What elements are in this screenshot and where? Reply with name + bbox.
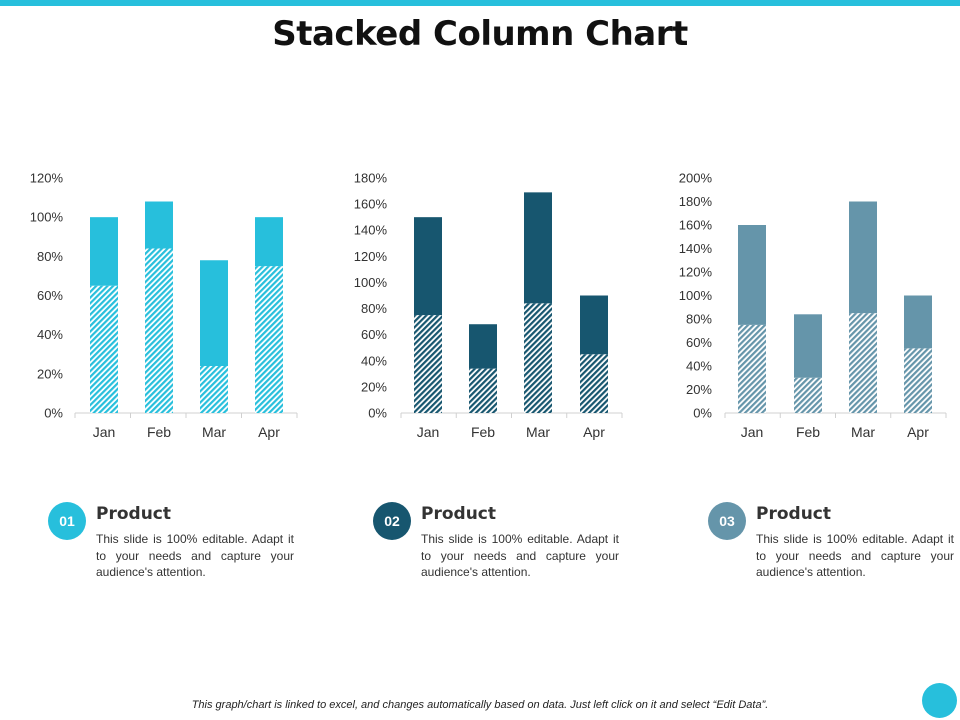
x-category-label: Jan [741,424,764,440]
product-title-3: Product [756,504,831,524]
x-category-label: Feb [471,424,495,440]
bar-mar-segment-2[interactable] [200,260,228,366]
product-badge-2: 02 [373,502,411,540]
y-tick-label: 20% [686,382,712,397]
y-tick-label: 40% [37,327,63,342]
bar-feb-segment-1[interactable] [794,377,822,413]
bar-jan-segment-1[interactable] [90,285,118,413]
bar-apr-segment-1[interactable] [580,354,608,413]
x-category-label: Mar [526,424,550,440]
y-tick-label: 0% [368,406,387,421]
y-tick-label: 160% [354,197,388,212]
bar-jan-segment-2[interactable] [738,225,766,325]
bar-mar-segment-1[interactable] [524,303,552,413]
y-tick-label: 80% [37,249,63,264]
bar-feb-segment-1[interactable] [469,368,497,413]
bar-feb-segment-2[interactable] [145,201,173,249]
y-tick-label: 20% [361,379,387,394]
bar-mar-segment-1[interactable] [200,366,228,413]
bar-jan-segment-2[interactable] [414,217,442,316]
bar-jan-segment-1[interactable] [414,315,442,413]
bar-jan-segment-1[interactable] [738,324,766,413]
stacked-column-chart-1[interactable]: 0% 20% 40% 60% 80% 100% 120% Jan Feb Mar Apr [0,160,310,450]
y-tick-label: 120% [30,171,64,186]
footnote: This graph/chart is linked to excel, and… [191,699,769,711]
bar-apr-segment-2[interactable] [255,217,283,267]
x-category-label: Apr [258,424,280,440]
stacked-column-chart-2[interactable]: 0% 20% 40% 60% 80% 100% 120% 140% 160% 180% Jan Feb… [320,160,630,450]
x-category-label: Mar [851,424,875,440]
y-tick-label: 120% [679,265,713,280]
x-category-label: Jan [93,424,116,440]
bar-mar-segment-1[interactable] [849,313,877,413]
product-title-2: Product [421,504,496,524]
product-description-2: This slide is 100% editable. Adapt it to… [421,532,619,579]
x-category-label: Jan [417,424,440,440]
y-tick-label: 80% [686,312,712,327]
bar-apr-segment-2[interactable] [904,295,932,349]
bar-feb-segment-2[interactable] [794,314,822,378]
product-badge-1: 01 [48,502,86,540]
y-tick-label: 120% [354,249,388,264]
y-tick-label: 0% [44,406,63,421]
y-tick-label: 160% [679,218,713,233]
y-tick-label: 40% [361,353,387,368]
bar-mar-segment-2[interactable] [849,201,877,314]
product-description-1: This slide is 100% editable. Adapt it to… [96,532,294,579]
product-description-3: This slide is 100% editable. Adapt it to… [756,532,954,579]
y-tick-label: 60% [686,335,712,350]
top-accent-bar [0,0,960,6]
y-tick-label: 20% [37,366,63,381]
bar-apr-segment-1[interactable] [904,348,932,413]
x-category-label: Mar [202,424,226,440]
stacked-column-chart-3[interactable]: 0% 20% 40% 60% 80% 100% 120% 140% 160% 180% 200% Ja… [640,160,960,450]
x-category-label: Apr [583,424,605,440]
y-tick-label: 100% [354,275,388,290]
y-tick-label: 100% [30,210,64,225]
bar-apr-segment-2[interactable] [580,295,608,355]
bar-feb-segment-1[interactable] [145,248,173,414]
bar-apr-segment-1[interactable] [255,266,283,413]
y-tick-label: 180% [354,171,388,186]
y-tick-label: 140% [354,223,388,238]
y-tick-label: 40% [686,359,712,374]
y-tick-label: 100% [679,288,713,303]
x-category-label: Feb [796,424,820,440]
y-tick-label: 140% [679,241,713,256]
y-tick-label: 180% [679,194,713,209]
product-title-1: Product [96,504,171,524]
y-tick-label: 60% [37,288,63,303]
y-tick-label: 80% [361,301,387,316]
corner-decorative-dot [922,683,957,718]
product-badge-3: 03 [708,502,746,540]
page-title: Stacked Column Chart [272,14,688,54]
x-category-label: Feb [147,424,171,440]
y-tick-label: 60% [361,327,387,342]
x-category-label: Apr [907,424,929,440]
y-tick-label: 0% [693,406,712,421]
y-tick-label: 200% [679,171,713,186]
bar-jan-segment-2[interactable] [90,217,118,286]
bar-mar-segment-2[interactable] [524,192,552,304]
bar-feb-segment-2[interactable] [469,324,497,369]
